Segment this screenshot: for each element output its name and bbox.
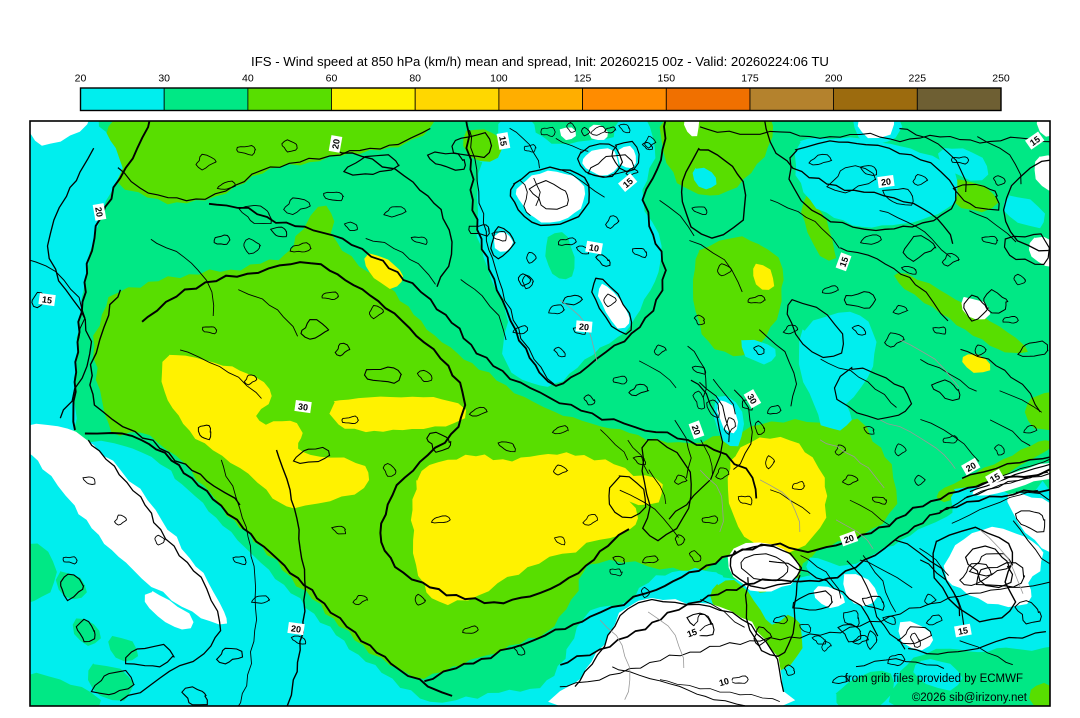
svg-text:20: 20 <box>964 460 978 474</box>
svg-text:20: 20 <box>290 623 301 634</box>
svg-text:10: 10 <box>588 242 600 254</box>
svg-text:100: 100 <box>490 73 508 85</box>
svg-text:15: 15 <box>957 625 969 637</box>
svg-text:225: 225 <box>909 73 927 85</box>
svg-text:20: 20 <box>579 322 590 333</box>
svg-text:20: 20 <box>330 138 342 150</box>
svg-text:15: 15 <box>686 627 699 640</box>
svg-text:from grib files provided by EC: from grib files provided by ECMWF <box>845 673 1023 685</box>
svg-text:80: 80 <box>409 73 421 85</box>
svg-text:15: 15 <box>621 176 635 190</box>
svg-text:15: 15 <box>1028 134 1042 148</box>
svg-text:20: 20 <box>690 424 703 437</box>
svg-text:IFS - Wind speed at 850 hPa (k: IFS - Wind speed at 850 hPa (km/h) mean … <box>251 54 829 69</box>
svg-text:10: 10 <box>718 676 730 688</box>
svg-text:40: 40 <box>242 73 254 85</box>
svg-text:30: 30 <box>297 401 308 412</box>
svg-text:20: 20 <box>93 206 105 218</box>
svg-text:175: 175 <box>741 73 759 85</box>
svg-text:©2026 sib@irizony.net: ©2026 sib@irizony.net <box>912 692 1028 704</box>
svg-text:150: 150 <box>658 73 676 85</box>
svg-text:200: 200 <box>825 73 843 85</box>
svg-text:20: 20 <box>843 533 856 546</box>
svg-text:30: 30 <box>158 73 170 85</box>
svg-text:125: 125 <box>574 73 592 85</box>
svg-text:15: 15 <box>497 135 509 147</box>
svg-text:20: 20 <box>75 73 87 85</box>
svg-text:60: 60 <box>326 73 338 85</box>
svg-text:20: 20 <box>880 176 891 187</box>
svg-text:250: 250 <box>992 73 1010 85</box>
svg-text:15: 15 <box>41 294 52 305</box>
svg-text:30: 30 <box>745 392 759 406</box>
svg-text:15: 15 <box>838 256 851 269</box>
svg-text:15: 15 <box>988 471 1002 485</box>
